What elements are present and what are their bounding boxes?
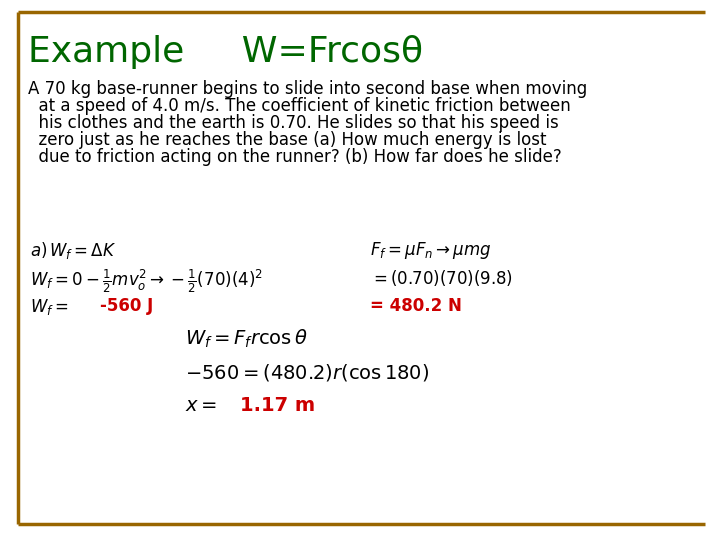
Text: his clothes and the earth is 0.70. He slides so that his speed is: his clothes and the earth is 0.70. He sl…: [28, 114, 559, 132]
Text: Example     W=Frcosθ: Example W=Frcosθ: [28, 35, 423, 69]
Text: 1.17 m: 1.17 m: [240, 396, 315, 415]
Text: $W_f = 0 - \frac{1}{2}mv_o^2 \rightarrow -\frac{1}{2}(70)(4)^2$: $W_f = 0 - \frac{1}{2}mv_o^2 \rightarrow…: [30, 268, 263, 295]
Text: -560 J: -560 J: [100, 297, 153, 315]
Text: at a speed of 4.0 m/s. The coefficient of kinetic friction between: at a speed of 4.0 m/s. The coefficient o…: [28, 97, 571, 115]
Text: $W_f = $: $W_f = $: [30, 297, 68, 317]
Text: $= (0.70)(70)(9.8)$: $= (0.70)(70)(9.8)$: [370, 268, 513, 288]
Text: $W_f = F_f r\cos\theta$: $W_f = F_f r\cos\theta$: [185, 328, 307, 350]
Text: = 480.2 N: = 480.2 N: [370, 297, 462, 315]
Text: due to friction acting on the runner? (b) How far does he slide?: due to friction acting on the runner? (b…: [28, 148, 562, 166]
Text: zero just as he reaches the base (a) How much energy is lost: zero just as he reaches the base (a) How…: [28, 131, 546, 149]
Text: $F_f = \mu F_n \rightarrow \mu mg$: $F_f = \mu F_n \rightarrow \mu mg$: [370, 240, 492, 261]
Text: A 70 kg base-runner begins to slide into second base when moving: A 70 kg base-runner begins to slide into…: [28, 80, 588, 98]
Text: $-560 = (480.2)r(\cos 180)$: $-560 = (480.2)r(\cos 180)$: [185, 362, 429, 383]
Text: $a)\,W_f = \Delta K$: $a)\,W_f = \Delta K$: [30, 240, 116, 261]
Text: $x = $: $x = $: [185, 396, 217, 415]
